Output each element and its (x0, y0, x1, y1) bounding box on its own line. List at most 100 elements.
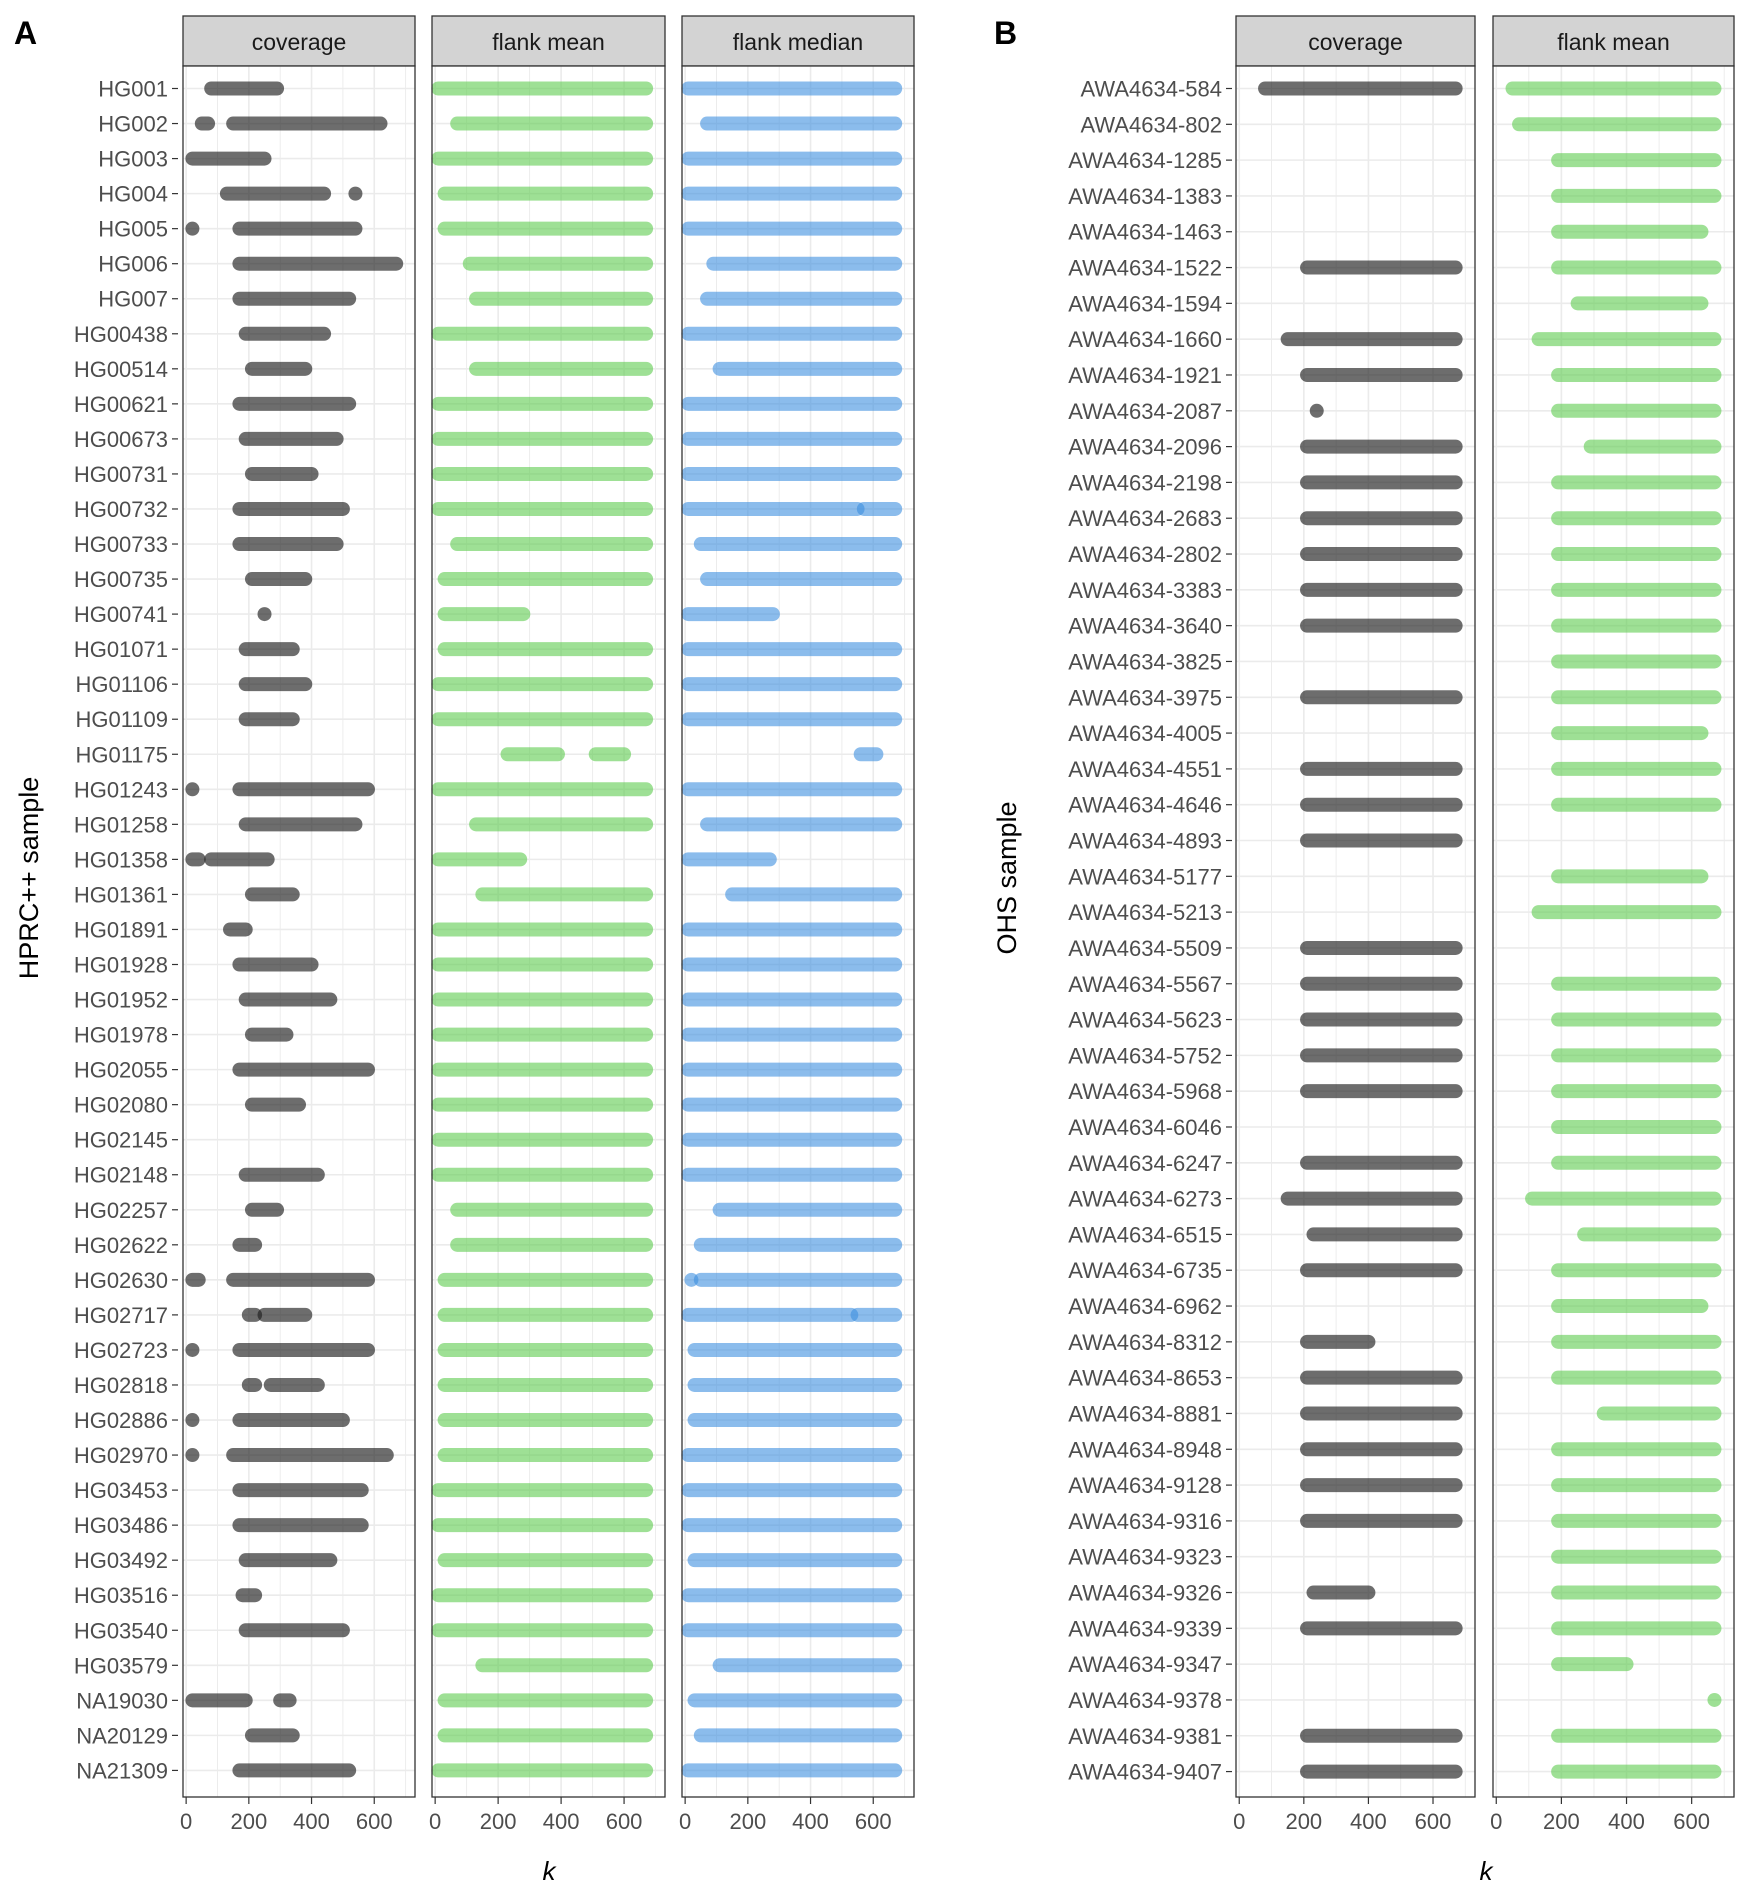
data-range-mark (1551, 582, 1722, 597)
data-range-mark (1306, 1585, 1376, 1600)
facet-strip-label: flank mean (1557, 29, 1670, 55)
data-range-mark (1300, 260, 1463, 275)
data-range-mark (238, 642, 300, 657)
data-range-mark (431, 466, 654, 481)
y-tick-label: HG006 (98, 252, 168, 277)
data-range-mark (1280, 332, 1463, 347)
facet-strip-label: flank median (733, 29, 863, 55)
y-tick-label: HG01258 (74, 812, 168, 837)
y-tick-label: HG01361 (74, 882, 168, 907)
data-range-mark (437, 607, 531, 622)
data-range-mark (856, 501, 903, 516)
data-range-mark (681, 992, 903, 1007)
x-tick-label: 400 (1350, 1809, 1387, 1834)
data-range-mark (235, 1588, 263, 1603)
data-range-mark (1309, 403, 1324, 418)
data-range-mark (1707, 1692, 1722, 1707)
data-range-mark (1551, 153, 1722, 168)
plot-layer: HG001 HG002 HG003 HG004 HG005 HG006 HG007 HG004… (74, 15, 1735, 1834)
y-tick-label: HG02622 (74, 1233, 168, 1258)
data-range-mark (232, 1062, 375, 1077)
y-tick-label: HG002 (98, 112, 168, 137)
facet-panel-background (183, 66, 415, 1797)
data-range-mark (681, 677, 903, 692)
facet-strip-label: coverage (252, 29, 347, 55)
data-range-mark (1551, 188, 1722, 203)
data-range-mark (681, 922, 903, 937)
data-range-mark (437, 1377, 654, 1392)
y-tick-label: HG00731 (74, 462, 168, 487)
data-range-mark (185, 221, 200, 236)
data-range-mark (681, 81, 903, 96)
data-range-mark (226, 116, 388, 131)
data-range-mark (1551, 547, 1722, 562)
data-range-mark (693, 537, 903, 552)
data-range-mark (681, 1062, 903, 1077)
y-tick-label: NA20129 (76, 1723, 168, 1748)
x-tick-label: 0 (429, 1809, 441, 1834)
y-tick-label: AWA4634-3383 (1068, 578, 1222, 603)
data-range-mark (437, 1413, 654, 1428)
data-range-mark (681, 186, 903, 201)
data-range-mark (1551, 1299, 1709, 1314)
data-range-mark (1531, 905, 1722, 920)
data-range-mark (431, 1588, 654, 1603)
y-tick-label: AWA4634-6273 (1068, 1187, 1222, 1212)
data-range-mark (431, 852, 528, 867)
data-range-mark (1551, 475, 1722, 490)
data-range-mark (681, 1167, 903, 1182)
data-range-mark (681, 1097, 903, 1112)
data-range-mark (1551, 1621, 1722, 1636)
data-range-mark (1551, 976, 1722, 991)
data-range-mark (437, 1342, 654, 1357)
data-range-mark (244, 887, 300, 902)
data-range-mark (244, 1097, 306, 1112)
data-range-mark (1300, 547, 1463, 562)
y-tick-label: HG03516 (74, 1583, 168, 1608)
y-tick-label: AWA4634-6046 (1068, 1115, 1222, 1140)
data-range-mark (681, 1588, 903, 1603)
data-range-mark (226, 1448, 394, 1463)
y-tick-label: AWA4634-2087 (1068, 399, 1222, 424)
y-tick-label: AWA4634-1463 (1068, 220, 1222, 245)
data-range-mark (1551, 1728, 1722, 1743)
data-range-mark (437, 642, 654, 657)
y-tick-label: AWA4634-3975 (1068, 685, 1222, 710)
data-range-mark (1300, 582, 1463, 597)
data-range-mark (681, 466, 903, 481)
data-range-mark (431, 396, 654, 411)
data-range-mark (437, 1693, 654, 1708)
y-tick-label: HG02818 (74, 1373, 168, 1398)
y-tick-label: HG02080 (74, 1093, 168, 1118)
y-tick-label: HG01891 (74, 917, 168, 942)
data-range-mark (348, 186, 363, 201)
y-tick-label: HG00621 (74, 392, 168, 417)
data-range-mark (238, 431, 344, 446)
x-tick-label: 600 (1673, 1809, 1710, 1834)
data-range-mark (687, 1377, 903, 1392)
data-range-mark (706, 256, 903, 271)
data-range-mark (1525, 1191, 1722, 1206)
data-range-mark (431, 1623, 654, 1638)
y-tick-label: HG01109 (75, 707, 168, 732)
data-range-mark (681, 1448, 903, 1463)
y-tick-label: HG02717 (74, 1303, 168, 1328)
data-range-mark (241, 1307, 263, 1322)
data-range-mark (1300, 1155, 1463, 1170)
data-range-mark (1551, 1478, 1722, 1493)
y-tick-label: AWA4634-9339 (1068, 1616, 1222, 1641)
data-range-mark (693, 1272, 903, 1287)
data-range-mark (226, 1272, 375, 1287)
data-range-mark (681, 1307, 859, 1322)
data-range-mark (1551, 1764, 1722, 1779)
data-range-mark (1551, 1263, 1722, 1278)
facet-strip (681, 15, 915, 67)
data-range-mark (232, 221, 363, 236)
data-range-mark (462, 256, 654, 271)
data-range-mark (1551, 1442, 1722, 1457)
data-range-mark (431, 1097, 654, 1112)
y-tick-label: AWA4634-9378 (1068, 1688, 1222, 1713)
y-tick-label: AWA4634-5177 (1068, 864, 1222, 889)
y-tick-label: AWA4634-9381 (1068, 1724, 1222, 1749)
